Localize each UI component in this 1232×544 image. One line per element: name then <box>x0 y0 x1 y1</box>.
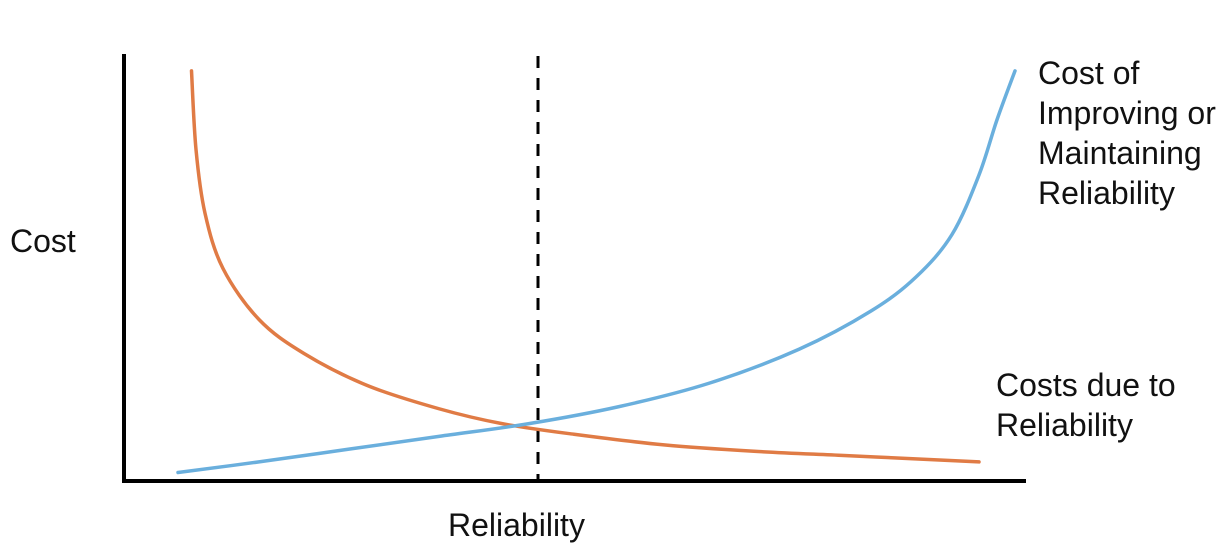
costs-due-label-line-1: Costs due to <box>996 367 1176 403</box>
costs-due-to-reliability-line <box>189 69 981 464</box>
cost-of-improving-label-line-1: Cost of <box>1038 55 1139 91</box>
costs-due-label-line-2: Reliability <box>996 407 1133 443</box>
axes <box>122 54 1026 483</box>
cost-of-improving-label-line-3: Maintaining <box>1038 135 1202 171</box>
cost-of-improving-label-line-2: Improving or <box>1038 95 1216 131</box>
y-axis-label: Cost <box>10 223 76 259</box>
cost-of-improving-label-line-4: Reliability <box>1038 175 1175 211</box>
x-axis-label: Reliability <box>448 507 585 543</box>
cost-of-improving-label: Cost of Improving or Maintaining Reliabi… <box>1038 55 1216 211</box>
cost-of-improving-reliability-line <box>176 69 1017 475</box>
costs-due-label: Costs due to Reliability <box>996 367 1176 443</box>
series-layer <box>176 69 1017 475</box>
